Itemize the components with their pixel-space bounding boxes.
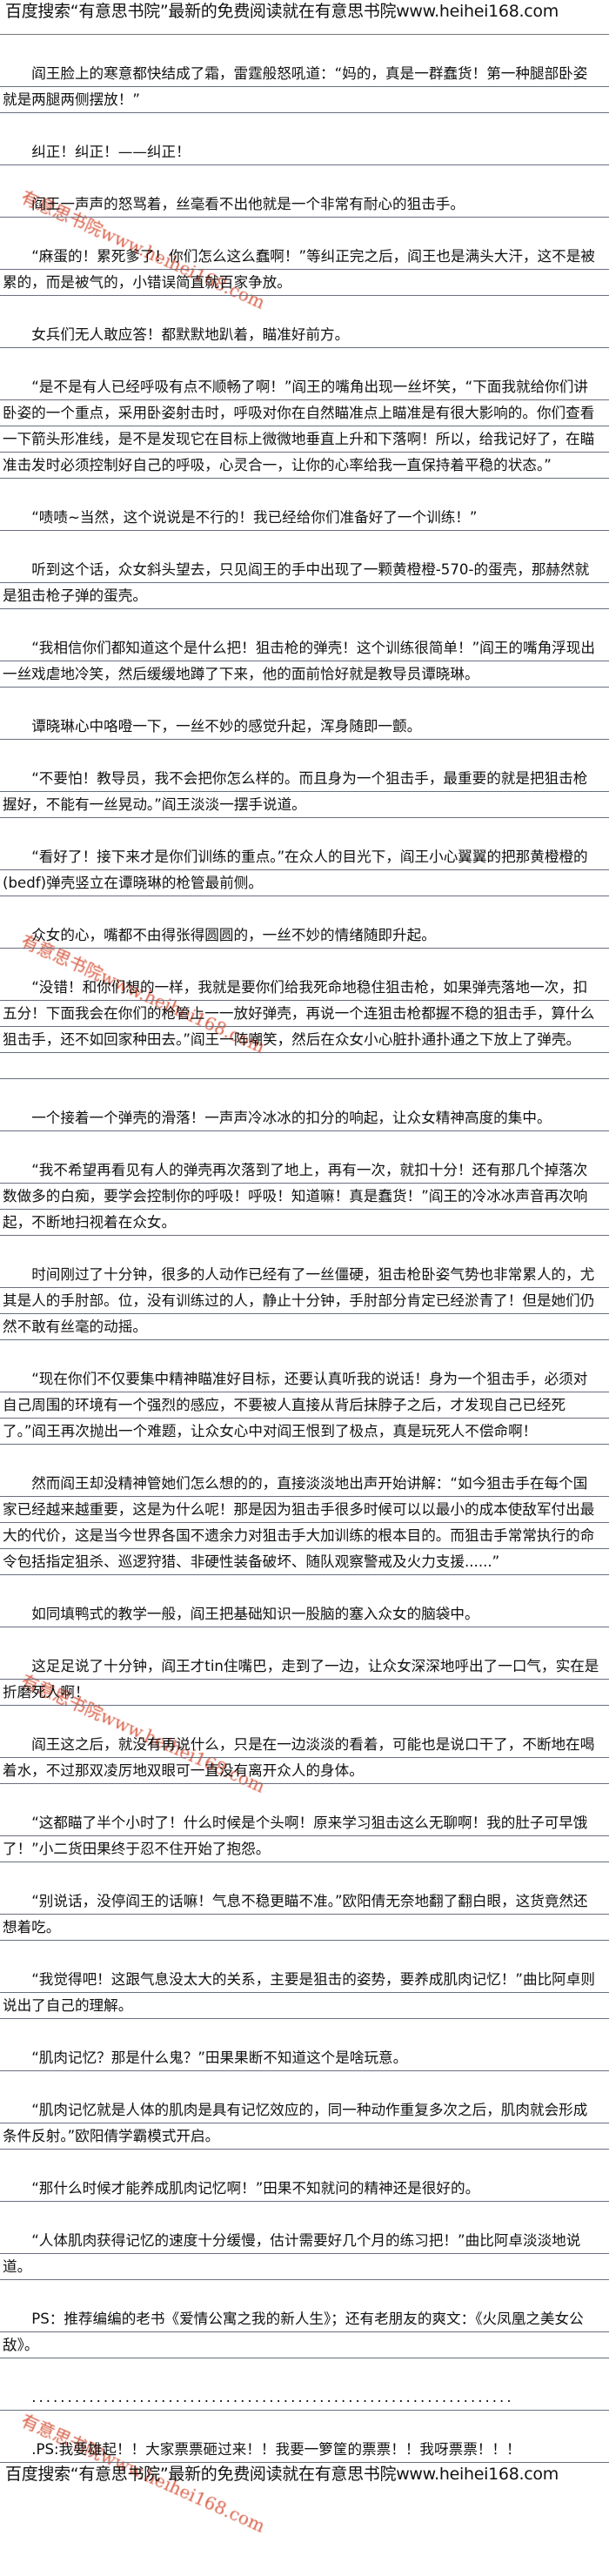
paragraph: 阎王这之后，就没有再说什么，只是在一边淡淡的看着，可能也是说口干了，不断地在喝着… bbox=[0, 1732, 609, 1784]
paragraph: 谭晓琳心中咯噔一下，一丝不妙的感觉升起，浑身随即一颤。 bbox=[0, 714, 609, 740]
paragraph: “人体肌肉获得记忆的速度十分缓慢，估计需要好几个月的练习把！”曲比阿卓淡淡地说道… bbox=[0, 2228, 609, 2280]
paragraph: “没错！和你们想的一样，我就是要你们给我死命地稳住狙击枪，如果弹壳落地一次，扣五… bbox=[0, 975, 609, 1079]
paragraph: 听到这个话，众女斜头望去，只见阎王的手中出现了一颗黄橙橙-570-的蛋壳，那赫然… bbox=[0, 557, 609, 609]
paragraph: “不要怕！教导员，我不会把你怎么样的。而且身为一个狙击手，最重要的就是把狙击枪握… bbox=[0, 766, 609, 818]
paragraph: 这足足说了十分钟，阎王才tin住嘴巴，走到了一边，让众女深深地呼出了一口气，实在… bbox=[0, 1654, 609, 1706]
paragraph: 一个接着一个弹壳的滑落！一声声冷冰冰的扣分的响起，让众女精神高度的集中。 bbox=[0, 1105, 609, 1131]
paragraph: “我觉得吧！这跟气息没太大的关系，主要是狙击的姿势，要养成肌肉记忆！”曲比阿卓则… bbox=[0, 1967, 609, 2019]
paragraph: .PS:我要雄起！！大家票票砸过来！！我要一箩筐的票票！！我呀票票！！！ bbox=[0, 2437, 609, 2463]
paragraph: ........................................… bbox=[0, 2385, 609, 2411]
paragraph: 然而阎王却没精神管她们怎么想的的，直接淡淡地出声开始讲解：“如今狙击手在每个国家… bbox=[0, 1471, 609, 1575]
paragraph: “我相信你们都知道这个是什么把！狙击枪的弹壳！这个训练很简单！”阎王的嘴角浮现出… bbox=[0, 635, 609, 688]
paragraph: “是不是有人已经呼吸有点不顺畅了啊！”阎王的嘴角出现一丝坏笑，“下面我就给你们讲… bbox=[0, 374, 609, 479]
paragraph: 时间刚过了十分钟，很多的人动作已经有了一丝僵硬，狙击枪卧姿气势也非常累人的，尤其… bbox=[0, 1262, 609, 1340]
paragraph: “别说话，没停阎王的话嘛！气息不稳更瞄不准。”欧阳倩无奈地翻了翻白眼，这货竟然还… bbox=[0, 1888, 609, 1941]
paragraph: “看好了！接下来才是你们训练的重点。”在众人的目光下，阎王小心翼翼的把那黄橙橙的… bbox=[0, 844, 609, 896]
paragraph: PS：推荐编编的老书《爱情公寓之我的新人生》；还有老朋友的爽文：《火凤凰之美女公… bbox=[0, 2306, 609, 2358]
paragraph: 纠正！纠正！——纠正！ bbox=[0, 139, 609, 165]
chapter-content: 阎王脸上的寒意都快结成了霜，雷霆般怒吼道：“妈的，真是一群蠢货！第一种腿部卧姿就… bbox=[0, 35, 609, 2463]
paragraph: “麻蛋的！累死爹了！你们怎么这么蠢啊！”等纠正完之后，阎王也是满头大汗，这不是被… bbox=[0, 244, 609, 296]
paragraph: “那什么时候才能养成肌肉记忆啊！”田果不知就问的精神还是很好的。 bbox=[0, 2176, 609, 2202]
paragraph: “肌肉记忆？那是什么鬼？”田果果断不知道这个是啥玩意。 bbox=[0, 2045, 609, 2071]
header-banner: 百度搜索“有意思书院”最新的免费阅读就在有意思书院www.heihei168.c… bbox=[0, 0, 609, 35]
paragraph: “现在你们不仅要集中精神瞄准好目标，还要认真听我的说话！身为一个狙击手，必须对自… bbox=[0, 1366, 609, 1445]
paragraph: 女兵们无人敢应答！都默默地趴着，瞄准好前方。 bbox=[0, 322, 609, 348]
paragraph: 如同填鸭式的教学一般，阎王把基础知识一股脑的塞入众女的脑袋中。 bbox=[0, 1601, 609, 1627]
footer-banner: 百度搜索“有意思书院”最新的免费阅读就在有意思书院www.heihei168.c… bbox=[5, 2465, 559, 2484]
paragraph: 阎王一声声的怒骂着，丝毫看不出他就是一个非常有耐心的狙击手。 bbox=[0, 191, 609, 218]
paragraph: 众女的心，嘴都不由得张得圆圆的，一丝不妙的情绪随即升起。 bbox=[0, 922, 609, 949]
paragraph: “我不希望再看见有人的弹壳再次落到了地上，再有一次，就扣十分！还有那几个掉落次数… bbox=[0, 1157, 609, 1236]
paragraph: “啧啧~当然，这个说说是不行的！我已经给你们准备好了一个训练！” bbox=[0, 505, 609, 531]
paragraph: “肌肉记忆就是人体的肌肉是具有记忆效应的，同一种动作重复多次之后，肌肉就会形成条… bbox=[0, 2097, 609, 2150]
paragraph: 阎王脸上的寒意都快结成了霜，雷霆般怒吼道：“妈的，真是一群蠢货！第一种腿部卧姿就… bbox=[0, 61, 609, 113]
paragraph: “这都瞄了半个小时了！什么时候是个头啊！原来学习狙击这么无聊啊！我的肚子可早饿了… bbox=[0, 1810, 609, 1862]
